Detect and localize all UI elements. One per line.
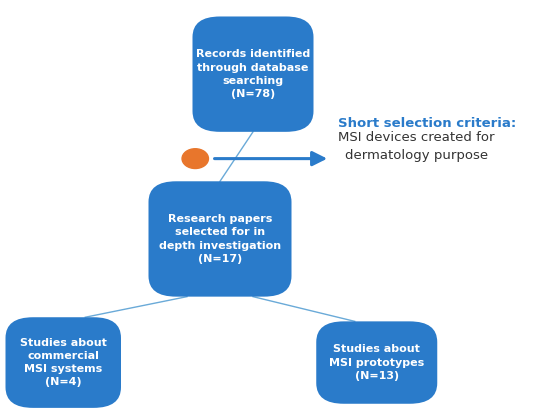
FancyBboxPatch shape — [316, 321, 437, 404]
FancyBboxPatch shape — [6, 317, 121, 408]
FancyBboxPatch shape — [192, 16, 314, 132]
Text: MSI devices created for
dermatology purpose: MSI devices created for dermatology purp… — [338, 131, 495, 162]
Text: Studies about
commercial
MSI systems
(N=4): Studies about commercial MSI systems (N=… — [20, 338, 107, 387]
Text: Records identified
through database
searching
(N=78): Records identified through database sear… — [196, 49, 310, 99]
Text: Short selection criteria:: Short selection criteria: — [338, 117, 516, 130]
FancyBboxPatch shape — [148, 181, 292, 297]
Circle shape — [182, 149, 208, 169]
Text: Research papers
selected for in
depth investigation
(N=17): Research papers selected for in depth in… — [159, 214, 281, 264]
Text: Studies about
MSI prototypes
(N=13): Studies about MSI prototypes (N=13) — [329, 344, 425, 381]
